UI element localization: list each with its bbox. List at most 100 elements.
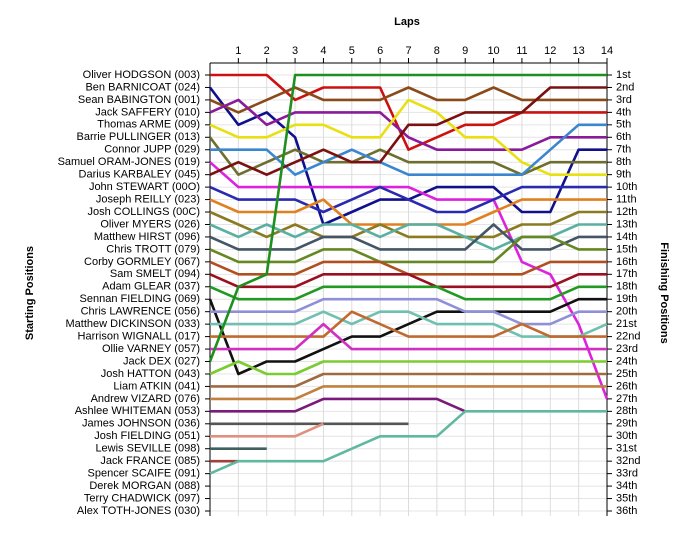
lap-line xyxy=(210,123,607,176)
lap-line xyxy=(209,360,607,376)
finishing-label: 28th xyxy=(616,405,637,417)
driver-label: Oliver HODGSON (003) xyxy=(83,69,200,81)
driver-label: Sean BABINGTON (001) xyxy=(78,94,200,106)
driver-label: Derek MORGAN (088) xyxy=(89,480,200,492)
finishing-label: 4th xyxy=(616,106,631,118)
lap-line xyxy=(209,86,607,114)
driver-label: Joseph REILLY (023) xyxy=(96,193,200,205)
finishing-label: 12th xyxy=(616,206,637,218)
driver-label: Terry CHADWICK (097) xyxy=(84,492,200,504)
finishing-label: 34th xyxy=(616,480,637,492)
driver-label: Oliver MYERS (026) xyxy=(100,218,200,230)
y2-axis-title: Finishing Positions xyxy=(658,242,670,343)
lap-line xyxy=(210,297,607,326)
x-tick-label: 12 xyxy=(544,45,556,57)
finishing-label: 5th xyxy=(616,119,631,131)
lap-line xyxy=(208,297,607,376)
finishing-label: 10th xyxy=(616,181,637,193)
driver-label: Josh HATTON (043) xyxy=(101,368,200,380)
lap-line xyxy=(209,223,607,251)
finishing-label: 9th xyxy=(616,169,631,181)
x-tick-label: 9 xyxy=(462,45,468,57)
driver-label: Chris TROTT (079) xyxy=(106,243,200,255)
lap-line xyxy=(209,235,607,264)
driver-label: Harrison WIGNALL (017) xyxy=(78,331,200,343)
finishing-label: 8th xyxy=(616,156,631,168)
finishing-label: 17th xyxy=(616,268,637,280)
finishing-label: 15th xyxy=(616,243,637,255)
finishing-label: 13th xyxy=(616,218,637,230)
lap-line xyxy=(210,385,607,401)
driver-label: Alex TOTH-JONES (030) xyxy=(77,505,200,517)
driver-label: Andrew VIZARD (076) xyxy=(91,393,200,405)
driver-label: Thomas ARME (009) xyxy=(97,119,200,131)
lap-line xyxy=(209,273,607,289)
x-tick-label: 11 xyxy=(516,45,527,57)
lap-line xyxy=(210,372,607,388)
finishing-label: 32nd xyxy=(616,455,640,467)
driver-label: Ben BARNICOAT (024) xyxy=(85,81,200,93)
driver-label: James JOHNSON (036) xyxy=(82,418,200,430)
driver-label: Sennan FIELDING (069) xyxy=(80,293,200,305)
finishing-label: 20th xyxy=(616,306,637,318)
driver-label: Ashlee WHITEMAN (053) xyxy=(75,405,200,417)
lap-line xyxy=(209,410,607,475)
lap-line xyxy=(210,73,607,151)
finishing-label: 16th xyxy=(616,256,637,268)
x-axis-title: Laps xyxy=(394,16,420,28)
finishing-label: 18th xyxy=(616,281,637,293)
x-tick-label: 3 xyxy=(292,45,298,57)
lap-line xyxy=(208,73,607,362)
driver-label: Josh COLLINGS (00C) xyxy=(88,206,200,218)
x-tick-label: 14 xyxy=(601,45,613,57)
x-tick-label: 13 xyxy=(573,45,585,57)
lap-line xyxy=(210,322,607,351)
finishing-label: 7th xyxy=(616,144,631,156)
driver-label: Spencer SCAIFE (091) xyxy=(88,468,201,480)
driver-label: Darius KARBALEY (045) xyxy=(79,169,200,181)
finishing-label: 21st xyxy=(616,318,637,330)
lap-line xyxy=(210,310,607,338)
x-tick-label: 5 xyxy=(349,45,355,57)
x-tick-label: 10 xyxy=(487,45,499,57)
driver-label: Corby GORMLEY (067) xyxy=(84,256,200,268)
lap-line xyxy=(209,86,607,176)
finishing-label: 19th xyxy=(616,293,637,305)
finishing-label: 27th xyxy=(616,393,637,405)
finishing-label: 11th xyxy=(616,193,637,205)
finishing-label: 29th xyxy=(616,418,637,430)
finishing-label: 36th xyxy=(616,505,637,517)
driver-label: Lewis SEVILLE (098) xyxy=(95,443,200,455)
driver-label: Jack SAFFERY (010) xyxy=(95,106,200,118)
lap-line xyxy=(209,285,607,301)
finishing-label: 14th xyxy=(616,231,637,243)
x-tick-label: 8 xyxy=(434,45,440,57)
finishing-label: 35th xyxy=(616,492,637,504)
driver-label: John STEWART (00O) xyxy=(89,181,200,193)
driver-label: Matthew HIRST (096) xyxy=(94,231,200,243)
lap-line xyxy=(210,310,608,338)
lap-line xyxy=(210,397,466,413)
x-tick-label: 2 xyxy=(264,45,270,57)
finishing-label: 24th xyxy=(616,355,637,367)
driver-label: Connor JUPP (029) xyxy=(104,144,200,156)
driver-label: Jack DEX (027) xyxy=(123,355,200,367)
finishing-label: 30th xyxy=(616,430,637,442)
lap-line xyxy=(209,161,609,400)
finishing-label: 22nd xyxy=(616,331,640,343)
x-tick-label: 1 xyxy=(235,45,241,57)
lap-line xyxy=(209,210,607,239)
finishing-label: 26th xyxy=(616,380,637,392)
x-tick-label: 4 xyxy=(320,45,326,57)
x-tick-label: 6 xyxy=(377,45,383,57)
finishing-label: 3rd xyxy=(616,94,632,106)
driver-label: Sam SMELT (094) xyxy=(110,268,200,280)
driver-label: Samuel ORAM-JONES (019) xyxy=(58,156,200,168)
driver-label: Adam GLEAR (037) xyxy=(102,281,200,293)
lap-line xyxy=(209,98,607,176)
driver-label: Matthew DICKINSON (033) xyxy=(66,318,200,330)
driver-label: Ollie VARNEY (057) xyxy=(102,343,200,355)
finishing-label: 25th xyxy=(616,368,637,380)
finishing-label: 1st xyxy=(616,69,631,81)
